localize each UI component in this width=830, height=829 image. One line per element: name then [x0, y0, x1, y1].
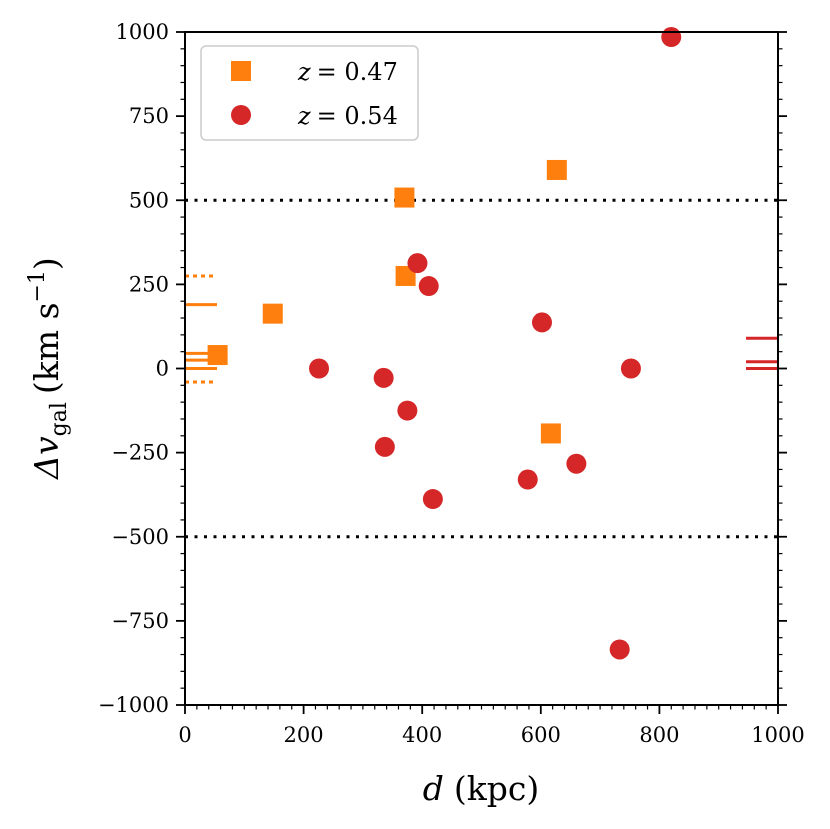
x-tick-label: 0: [178, 723, 191, 747]
legend-circle-marker: [231, 105, 251, 125]
y-tick-label: −1000: [98, 693, 169, 717]
legend-var-z054: z: [297, 102, 311, 130]
data-point-circle: [566, 453, 587, 474]
y-axis-var: Δv: [27, 436, 66, 481]
legend-label-z047: z = 0.47: [297, 58, 398, 86]
x-axis-title: d (kpc): [423, 769, 539, 808]
y-tick-label: 250: [129, 272, 169, 296]
x-tick-label: 800: [639, 723, 679, 747]
y-tick-label: 750: [129, 104, 169, 128]
data-point-circle: [374, 436, 395, 457]
y-axis-sub: gal: [47, 402, 72, 436]
x-axis-unit: (kpc): [454, 769, 539, 808]
legend-frame: [200, 45, 419, 141]
data-point-circle: [661, 27, 682, 48]
y-axis-exp: −1: [25, 270, 50, 302]
x-tick-label: 600: [521, 723, 561, 747]
y-tick-label: −750: [111, 609, 169, 633]
x-tick-label: 400: [402, 723, 442, 747]
data-point-circle: [609, 639, 630, 660]
legend-eq-z047: = 0.47: [317, 58, 398, 86]
legend-var-z047: z: [297, 58, 311, 86]
reference-lines: [185, 198, 778, 539]
data-point-square: [546, 159, 567, 180]
data-point-circle: [407, 253, 428, 274]
data-point-square: [540, 423, 561, 444]
legend-eq-z054: = 0.54: [317, 102, 398, 130]
data-point-circle: [517, 469, 538, 490]
data-point-square: [262, 303, 283, 324]
data-point-circle: [418, 276, 439, 297]
x-tick-label: 1000: [751, 723, 804, 747]
y-axis-unit: (km s: [27, 302, 66, 394]
x-tick-label: 200: [284, 723, 324, 747]
x-axis-var: d: [423, 769, 444, 808]
y-axis-close: ): [27, 257, 66, 270]
data-point-circle: [397, 400, 418, 421]
data-point-square: [395, 265, 416, 286]
y-tick-label: −500: [111, 525, 169, 549]
data-point-circle: [422, 489, 443, 510]
side-markers: [185, 274, 778, 384]
y-tick-label: 0: [156, 357, 169, 381]
data-point-circle: [309, 358, 330, 379]
data-point-square: [207, 345, 228, 366]
ticks: −1000 −750 −500 −250 0 250 500 750 1000 0 200 400 60…: [98, 20, 805, 747]
legend: z = 0.47 z = 0.54: [200, 45, 419, 141]
legend-square-marker: [231, 61, 251, 81]
legend-label-z054: z = 0.54: [297, 102, 398, 130]
y-tick-label: 500: [129, 188, 169, 212]
data-point-circle: [620, 358, 641, 379]
data-points: [207, 27, 682, 660]
data-point-square: [394, 187, 415, 208]
y-tick-label: −250: [111, 441, 169, 465]
y-tick-label: 1000: [116, 20, 169, 44]
data-point-circle: [373, 367, 394, 388]
data-point-circle: [531, 312, 552, 333]
y-axis-title: Δvgal (km s−1): [25, 257, 72, 481]
